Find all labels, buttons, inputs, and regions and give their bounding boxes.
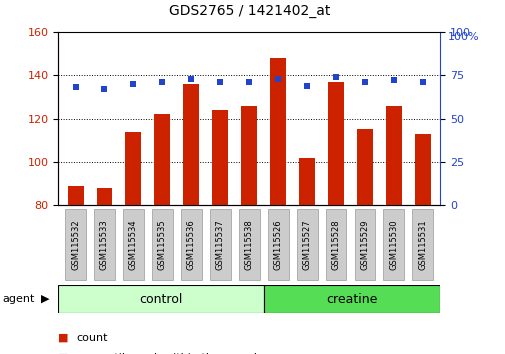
FancyBboxPatch shape [267,209,288,280]
Text: creatine: creatine [326,293,377,306]
Point [302,83,311,88]
Text: 100%: 100% [447,32,479,42]
Bar [298,158,315,205]
Point [360,79,368,85]
Text: agent: agent [3,294,35,304]
Text: GSM115532: GSM115532 [71,219,80,270]
Point [418,79,426,85]
FancyBboxPatch shape [65,209,86,280]
Bar [241,105,257,205]
Text: GSM115530: GSM115530 [389,219,397,270]
Point [274,76,282,81]
Point [158,79,166,85]
Text: GSM115528: GSM115528 [331,219,340,270]
FancyBboxPatch shape [325,209,346,280]
Point [216,79,224,85]
FancyBboxPatch shape [58,285,264,313]
Text: GSM115529: GSM115529 [360,219,369,269]
FancyBboxPatch shape [238,209,259,280]
Bar [385,105,401,205]
FancyBboxPatch shape [296,209,317,280]
Text: GSM115533: GSM115533 [100,219,109,270]
Text: GSM115534: GSM115534 [129,219,138,270]
Text: GDS2765 / 1421402_at: GDS2765 / 1421402_at [168,4,329,18]
Bar [68,186,83,205]
Point [71,85,79,90]
Bar [414,134,430,205]
Point [129,81,137,87]
Text: count: count [76,333,107,343]
Text: ■: ■ [58,353,69,354]
Text: ■: ■ [58,333,69,343]
Point [331,74,339,80]
Text: GSM115527: GSM115527 [302,219,311,270]
Text: percentile rank within the sample: percentile rank within the sample [76,353,263,354]
FancyBboxPatch shape [412,209,432,280]
Text: GSM115531: GSM115531 [418,219,427,270]
Bar [96,188,112,205]
Point [245,79,253,85]
Text: control: control [139,293,182,306]
FancyBboxPatch shape [94,209,115,280]
FancyBboxPatch shape [383,209,403,280]
Text: GSM115535: GSM115535 [158,219,167,270]
Point [187,76,195,81]
Bar [183,84,199,205]
Text: ▶: ▶ [40,294,49,304]
Bar [327,82,343,205]
Text: GSM115536: GSM115536 [186,219,195,270]
Bar [270,58,285,205]
Point [389,78,397,83]
Bar [125,132,141,205]
FancyBboxPatch shape [264,285,439,313]
Text: GSM115537: GSM115537 [215,219,224,270]
Text: GSM115526: GSM115526 [273,219,282,270]
Point [100,86,109,92]
Bar [212,110,228,205]
FancyBboxPatch shape [210,209,230,280]
Bar [154,114,170,205]
FancyBboxPatch shape [354,209,375,280]
FancyBboxPatch shape [123,209,143,280]
Text: GSM115538: GSM115538 [244,219,253,270]
FancyBboxPatch shape [152,209,173,280]
FancyBboxPatch shape [181,209,201,280]
Bar [357,130,372,205]
